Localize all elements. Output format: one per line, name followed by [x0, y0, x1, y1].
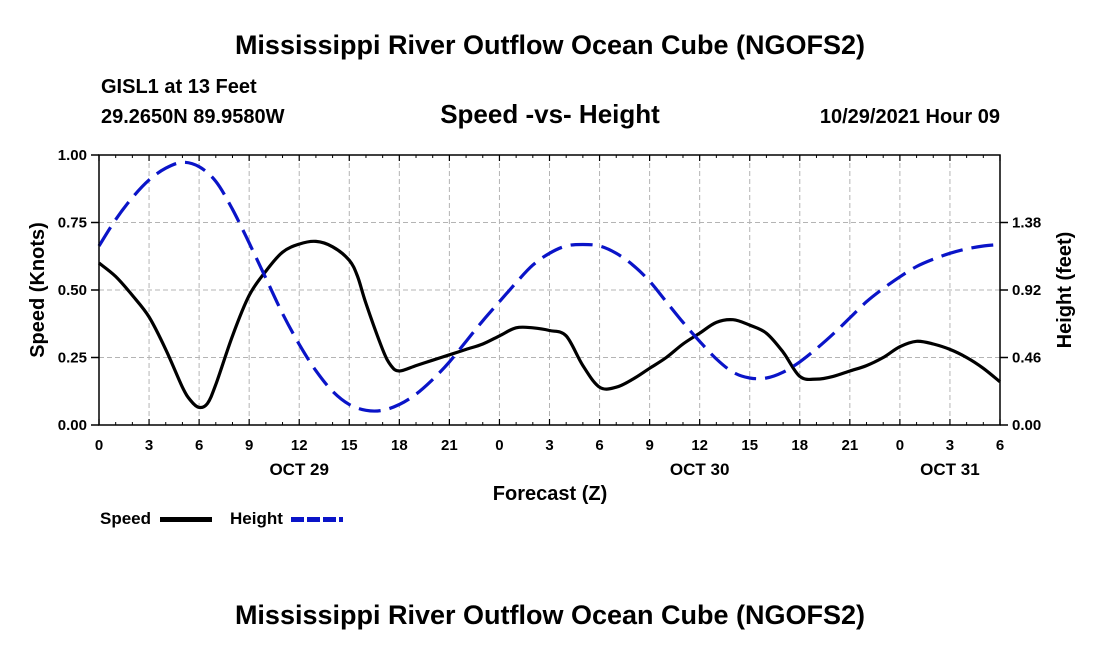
y-tick-label: 0.00: [58, 417, 87, 434]
x-tick-label: 18: [391, 437, 408, 454]
x-tick-label: 15: [741, 437, 758, 454]
y-axis-title: Speed (Knots): [27, 222, 49, 358]
x-tick-label: 15: [341, 437, 358, 454]
chart-subtitle: Speed -vs- Height: [440, 99, 660, 129]
x-tick-label: 0: [495, 437, 503, 454]
date-label: OCT 30: [670, 460, 730, 479]
y2-axis-title: Height (feet): [1054, 232, 1076, 349]
x-tick-label: 3: [545, 437, 553, 454]
x-tick-label: 6: [996, 437, 1004, 454]
y-tick-label: 0.25: [58, 350, 87, 367]
x-tick-label: 9: [245, 437, 253, 454]
date-label: OCT 31: [920, 460, 980, 479]
x-tick-label: 6: [595, 437, 603, 454]
x-tick-label: 6: [195, 437, 203, 454]
y2-tick-label: 0.92: [1012, 282, 1041, 299]
x-tick-label: 12: [691, 437, 708, 454]
data-series: [97, 160, 1001, 413]
legend-speed-label: Speed: [100, 509, 152, 528]
grid-lines: [99, 155, 1000, 425]
bottom-title: Mississippi River Outflow Ocean Cube (NG…: [234, 600, 866, 630]
y-tick-label: 0.75: [58, 215, 87, 232]
x-tick-label: 3: [946, 437, 954, 454]
legend-speed-swatch: [160, 517, 212, 522]
chart-title: Mississippi River Outflow Ocean Cube (NG…: [234, 30, 866, 60]
x-axis-title: Forecast (Z): [493, 483, 607, 505]
plot-frame: [98, 154, 1001, 426]
legend-height-swatch: [291, 517, 343, 522]
y-tick-label: 0.50: [58, 282, 87, 299]
x-tick-label: 3: [145, 437, 153, 454]
y2-tick-label: 1.38: [1012, 215, 1041, 232]
x-tick-label: 18: [791, 437, 808, 454]
x-tick-label: 21: [441, 437, 458, 454]
legend-height-label: Height: [230, 509, 283, 528]
station-name: GISL1 at 13 Feet: [101, 76, 257, 98]
y2-tick-label: 0.00: [1012, 417, 1041, 434]
y2-tick-label: 0.46: [1012, 350, 1041, 367]
x-tick-label: 9: [645, 437, 653, 454]
y-tick-label: 1.00: [58, 147, 87, 164]
date-label: OCT 29: [269, 460, 329, 479]
station-coords: 29.2650N 89.9580W: [101, 106, 285, 128]
x-tick-label: 12: [291, 437, 308, 454]
speed-series-line: [97, 239, 1001, 410]
speed-height-chart: 0 3 6 9 12 15 18 21 0 3 6 9 12 15 18 21 0 3 6 0.00 0.25 0.50 0…: [27, 147, 1076, 505]
axis-labels: 0 3 6 9 12 15 18 21 0 3 6 9 12 15 18 21 0 3 6 0.00 0.25 0.50 0…: [58, 147, 1041, 479]
forecast-datetime: 10/29/2021 Hour 09: [819, 106, 1000, 128]
height-series-line: [97, 160, 1001, 413]
x-tick-label: 0: [95, 437, 103, 454]
x-tick-label: 0: [896, 437, 904, 454]
x-tick-label: 21: [841, 437, 858, 454]
